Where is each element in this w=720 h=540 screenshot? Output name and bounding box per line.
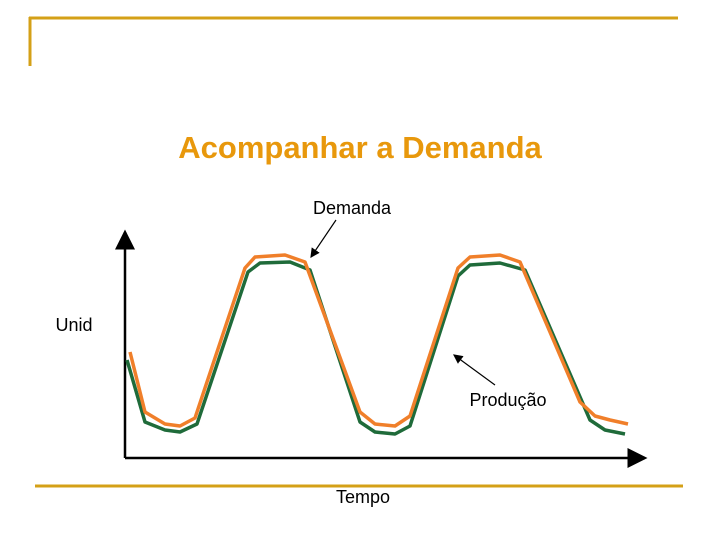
slide-title: Acompanhar a Demanda [178,130,542,165]
production-curve [125,260,626,436]
decoration [28,16,683,488]
production-label: Produção [469,390,546,410]
axes [115,229,648,468]
callouts [310,219,496,386]
demand-label: Demanda [313,198,392,218]
demand-curve [128,253,629,428]
y-axis-label: Unid [55,315,92,335]
x-axis-label: Tempo [336,487,390,507]
